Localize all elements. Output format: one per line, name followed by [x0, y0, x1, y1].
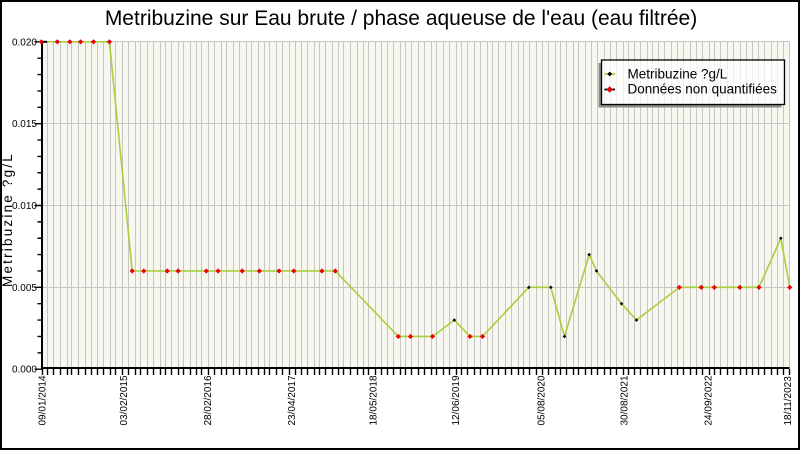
svg-text:0.000: 0.000 [12, 365, 37, 376]
svg-text:0.010: 0.010 [12, 201, 37, 212]
svg-text:28/02/2016: 28/02/2016 [203, 375, 214, 425]
svg-text:05/08/2020: 05/08/2020 [536, 375, 547, 425]
svg-text:18/05/2018: 18/05/2018 [368, 375, 379, 425]
svg-text:0.005: 0.005 [12, 283, 37, 294]
svg-text:18/11/2023: 18/11/2023 [783, 376, 794, 426]
svg-text:Données non quantifiées: Données non quantifiées [628, 82, 778, 97]
svg-text:12/06/2019: 12/06/2019 [451, 375, 462, 425]
svg-text:09/01/2014: 09/01/2014 [38, 375, 49, 425]
svg-text:Metribuzine ?g/L: Metribuzine ?g/L [0, 152, 15, 287]
svg-text:03/02/2015: 03/02/2015 [119, 375, 130, 425]
svg-text:Metribuzine sur Eau brute / ph: Metribuzine sur Eau brute / phase aqueus… [105, 7, 697, 30]
svg-text:0.020: 0.020 [12, 37, 37, 48]
svg-text:24/09/2022: 24/09/2022 [704, 375, 715, 425]
svg-text:30/08/2021: 30/08/2021 [620, 375, 631, 425]
svg-text:Metribuzine ?g/L: Metribuzine ?g/L [628, 67, 728, 82]
svg-text:0.015: 0.015 [12, 119, 37, 130]
svg-text:23/04/2017: 23/04/2017 [287, 375, 298, 425]
